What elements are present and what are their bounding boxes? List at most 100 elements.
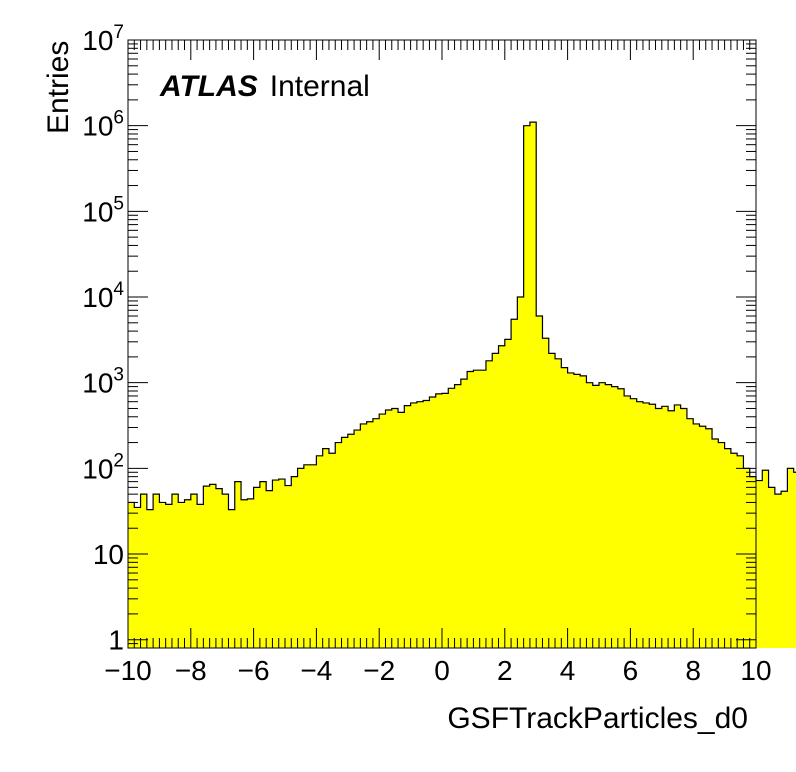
histogram-bar — [630, 398, 638, 648]
atlas-status: Internal — [269, 70, 370, 103]
histogram-bar — [718, 442, 725, 648]
histogram-bar — [335, 442, 342, 648]
histogram-bar — [178, 502, 185, 648]
histogram-bar — [184, 499, 192, 648]
histogram-bar — [303, 464, 311, 648]
histogram-bar — [730, 453, 738, 648]
y-axis-label: Entries — [42, 40, 75, 134]
y-tick-label: 107 — [82, 22, 124, 56]
histogram-bar — [366, 421, 374, 648]
histogram-bar — [209, 484, 217, 648]
histogram-bar — [636, 401, 644, 648]
x-tick-label: 6 — [623, 655, 639, 686]
histogram-bar — [297, 468, 305, 648]
histogram-bar — [555, 358, 562, 648]
y-tick-label: 105 — [82, 193, 124, 227]
histogram-bar — [159, 502, 167, 648]
histogram-bar — [310, 464, 317, 648]
histogram-bar — [774, 494, 782, 648]
histogram-bar — [467, 371, 474, 648]
histogram-bar — [611, 386, 619, 648]
histogram-bar — [134, 507, 141, 648]
histogram-bar — [586, 382, 594, 648]
histogram-bar — [655, 408, 663, 648]
histogram-bar — [787, 468, 795, 648]
histogram-bar — [322, 448, 330, 648]
histogram-bar — [328, 453, 336, 648]
histogram-bar — [285, 485, 292, 648]
histogram-bar — [492, 353, 499, 648]
histogram-bar — [781, 491, 788, 648]
histogram-bar — [316, 455, 324, 648]
histogram-bar — [699, 426, 707, 648]
histogram-bar — [341, 437, 349, 648]
histogram-bar — [379, 414, 386, 648]
histogram-bar — [793, 472, 796, 648]
histogram-bar — [498, 345, 506, 648]
x-tick-label: 0 — [434, 655, 450, 686]
histogram-bar — [668, 410, 675, 648]
histogram-bar — [542, 338, 550, 648]
histogram-bar — [146, 509, 154, 648]
histogram-bar — [398, 412, 405, 648]
histogram-bar — [756, 480, 763, 648]
histogram-bar — [215, 488, 223, 648]
y-tick-label: 102 — [82, 450, 124, 484]
x-tick-label: 4 — [560, 655, 576, 686]
histogram-bar — [140, 494, 148, 648]
histogram-bar — [423, 400, 430, 648]
histogram-bar — [705, 428, 713, 648]
histogram-bar — [548, 353, 556, 648]
histogram-bar — [680, 408, 688, 648]
histogram-bar — [228, 509, 236, 648]
histogram-bar — [573, 374, 581, 648]
histogram-bar — [435, 393, 443, 648]
histogram-bar — [642, 402, 650, 648]
x-tick-label: −6 — [238, 655, 270, 686]
histogram-bar — [354, 430, 361, 648]
atlas-label: ATLAS Internal — [160, 70, 370, 104]
histogram-bar — [561, 367, 568, 648]
histogram-outline — [128, 121, 796, 511]
histogram-bar — [517, 297, 525, 648]
y-tick-label: 103 — [82, 365, 124, 399]
histogram-bar — [266, 490, 273, 648]
x-axis-label: GSFTrackParticles_d0 — [447, 702, 748, 735]
histogram-bar — [272, 480, 280, 648]
histogram-bar — [567, 372, 575, 648]
x-tick-label: −4 — [300, 655, 332, 686]
histogram-bar — [617, 388, 625, 648]
x-tick-label: 2 — [497, 655, 513, 686]
histogram-bar — [536, 316, 543, 648]
histogram-bar — [391, 408, 399, 648]
histogram-bar — [372, 418, 380, 648]
histogram-bar — [190, 494, 198, 648]
histogram-bar — [737, 455, 744, 648]
histogram-bar — [523, 125, 531, 649]
histogram-bar — [511, 319, 518, 648]
x-tick-label: −10 — [104, 655, 152, 686]
histogram-bar — [504, 339, 512, 648]
histogram-bar — [385, 409, 393, 648]
histogram-bar — [241, 499, 248, 648]
histogram-bar — [473, 370, 481, 648]
histogram-bar — [460, 379, 468, 648]
x-tick-label: 10 — [740, 655, 771, 686]
histogram-bar — [153, 494, 160, 648]
histogram-bar — [454, 384, 462, 648]
histogram-bar — [592, 385, 600, 648]
histogram-bar — [686, 418, 694, 648]
histogram-bar — [485, 360, 493, 648]
y-tick-label: 10 — [93, 539, 124, 570]
histogram-bar — [291, 476, 298, 648]
histogram-bar — [724, 448, 732, 648]
histogram-bar — [762, 470, 769, 648]
histogram-bar — [165, 504, 173, 648]
histogram-bar — [529, 122, 537, 648]
histogram-bar — [442, 393, 449, 648]
histogram-bar — [661, 406, 669, 648]
histogram-bar — [479, 370, 487, 648]
histogram-bar — [253, 487, 261, 648]
x-tick-label: −8 — [175, 655, 207, 686]
